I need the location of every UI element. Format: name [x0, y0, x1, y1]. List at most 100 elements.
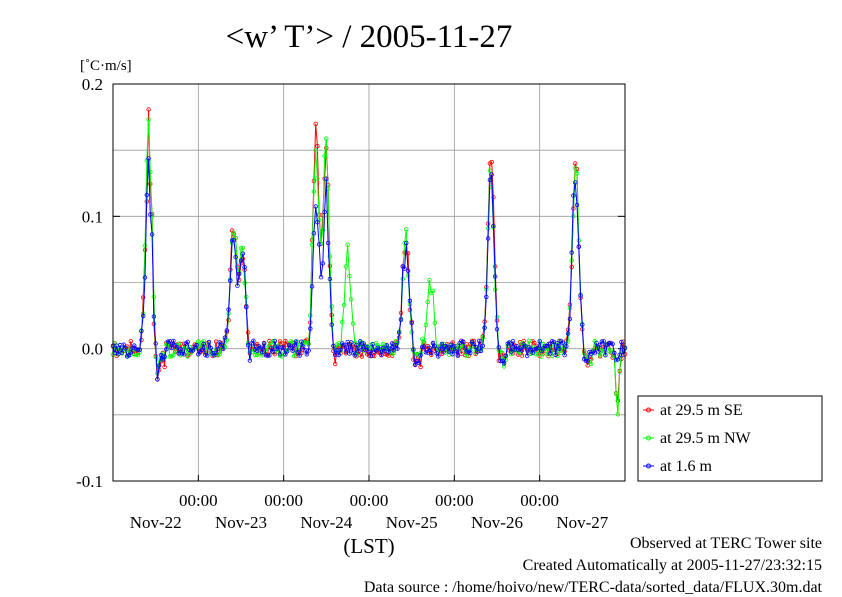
data-point: [219, 342, 224, 347]
data-point: [352, 353, 357, 358]
data-point: [599, 339, 605, 344]
data-point: [338, 347, 343, 352]
data-point: [156, 363, 162, 368]
data-point: [331, 343, 336, 349]
footer-created: Created Automatically at 2005-11-27/23:3…: [522, 557, 822, 574]
data-point: [418, 353, 423, 358]
data-point: [498, 358, 503, 364]
data-point: [247, 349, 253, 355]
data-point: [418, 364, 423, 370]
data-point: [140, 313, 146, 319]
data-point: [301, 344, 306, 349]
x-tick-day-label: Nov-22: [130, 513, 182, 532]
data-point: [199, 347, 205, 353]
data-point: [365, 344, 370, 350]
legend-box: [637, 395, 823, 482]
data-point: [116, 352, 121, 357]
x-tick-day-label: Nov-27: [556, 513, 608, 532]
data-point: [267, 353, 272, 358]
data-point: [322, 209, 327, 215]
data-point: [480, 343, 485, 348]
data-point: [354, 342, 359, 348]
data-point: [445, 345, 450, 350]
data-point: [151, 314, 157, 319]
data-point: [249, 350, 254, 355]
y-tick-label: 0.1: [82, 207, 103, 226]
data-point: [235, 265, 240, 270]
data-point: [204, 344, 210, 349]
data-point: [185, 354, 190, 359]
data-point: [429, 350, 434, 356]
data-point: [613, 391, 619, 396]
data-point: [324, 136, 329, 141]
data-point: [468, 350, 473, 355]
data-point: [329, 304, 334, 309]
data-point: [370, 342, 375, 347]
data-point: [281, 345, 286, 350]
data-point: [393, 342, 398, 348]
x-tick-time-label: 00:00: [520, 491, 559, 510]
data-point: [231, 237, 237, 243]
data-point: [539, 354, 544, 359]
data-point: [612, 350, 617, 355]
data-point: [546, 341, 551, 347]
data-point: [526, 338, 532, 343]
data-point: [496, 345, 501, 350]
data-point: [542, 343, 548, 349]
data-point: [482, 325, 487, 330]
data-point: [329, 322, 334, 327]
data-point: [489, 172, 494, 177]
data-point: [265, 353, 270, 358]
data-point: [139, 329, 144, 334]
data-point: [252, 352, 258, 358]
data-point: [573, 180, 578, 185]
legend-item-nw: at 29.5 m NW: [643, 430, 752, 447]
data-point: [594, 341, 599, 346]
data-point: [573, 161, 578, 166]
data-point: [238, 246, 244, 251]
data-point: [341, 342, 347, 348]
data-point: [574, 171, 580, 176]
data-point: [530, 350, 535, 355]
data-point: [162, 354, 167, 359]
data-point: [313, 148, 318, 153]
data-point: [448, 342, 453, 347]
data-point: [244, 305, 249, 310]
data-point: [308, 326, 313, 331]
data-point: [569, 250, 574, 255]
chart-title: <w’ T’> / 2005-11-27: [226, 19, 513, 55]
data-point: [236, 271, 242, 277]
data-point: [356, 349, 361, 354]
data-point: [553, 352, 558, 358]
data-point: [446, 349, 452, 354]
data-point: [491, 223, 496, 229]
data-point: [514, 343, 519, 349]
data-point: [247, 358, 253, 363]
data-point: [123, 345, 128, 351]
data-point: [201, 341, 206, 347]
data-point: [340, 319, 345, 325]
data-point: [155, 377, 160, 382]
data-point: [121, 342, 126, 347]
data-point: [153, 354, 158, 360]
data-point: [386, 349, 391, 355]
data-point: [132, 343, 137, 348]
data-point: [185, 339, 190, 345]
data-point: [510, 339, 516, 344]
data-point: [171, 353, 176, 358]
data-point: [194, 342, 199, 348]
data-point: [119, 350, 125, 355]
data-point: [421, 341, 427, 346]
data-point: [384, 343, 389, 348]
data-point: [455, 353, 461, 358]
data-point: [240, 251, 245, 256]
data-point: [509, 351, 514, 357]
data-point: [585, 359, 590, 364]
data-point: [427, 345, 432, 350]
data-point: [290, 348, 295, 353]
data-point: [464, 349, 469, 354]
plot-frame: [112, 83, 626, 482]
data-point: [254, 348, 260, 353]
data-point: [206, 339, 212, 345]
data-point: [615, 398, 621, 403]
